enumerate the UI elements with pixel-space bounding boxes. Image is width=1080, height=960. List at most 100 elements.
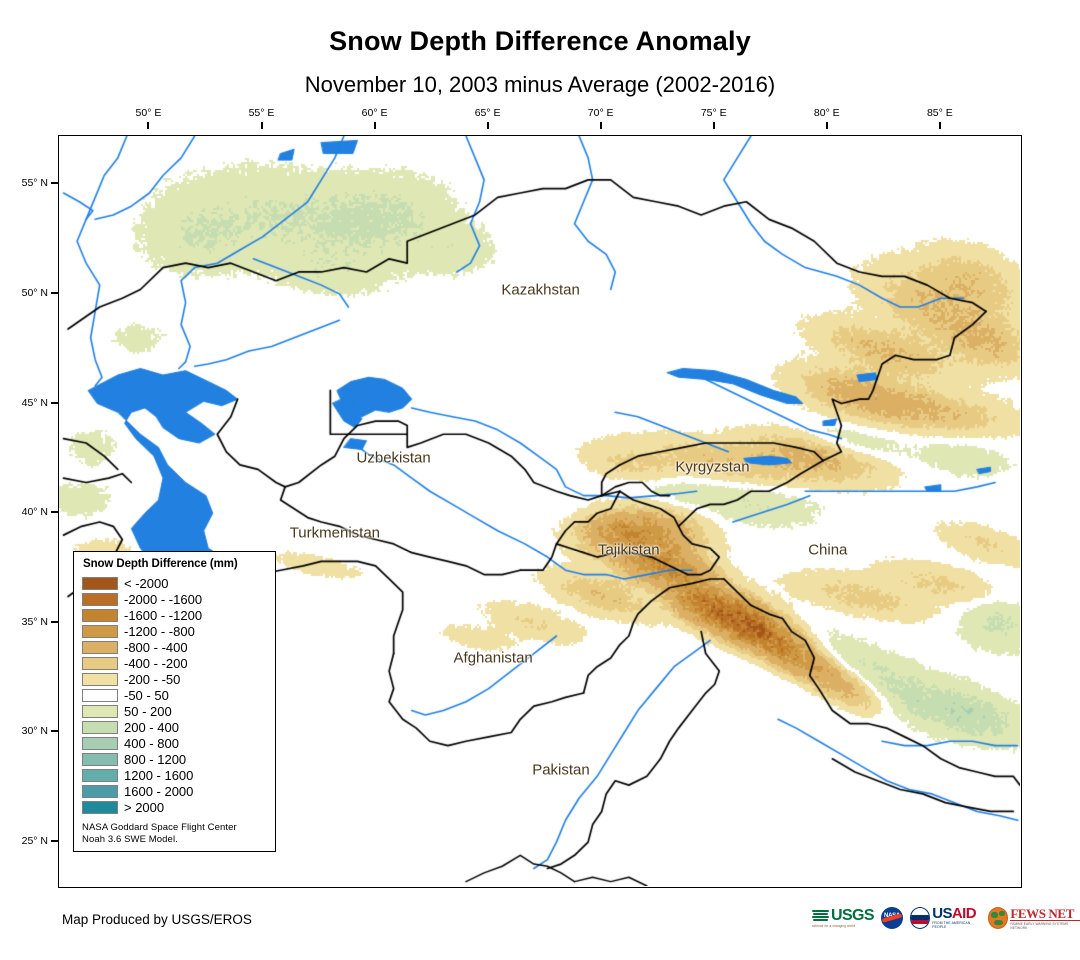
- usaid-wordmark: USAID: [932, 905, 976, 922]
- legend-swatch: [82, 784, 118, 798]
- lon-tick-mark-75: [712, 122, 715, 129]
- lat-tick-mark-25: [51, 840, 59, 843]
- nasa-logo[interactable]: NASA: [880, 905, 903, 931]
- lon-tick-mark-65: [486, 122, 489, 129]
- nasa-meatball-icon: NASA: [880, 907, 903, 929]
- country-label-kyrgyzstan: Kyrgyzstan: [675, 458, 750, 476]
- legend-swatch: [82, 688, 118, 702]
- lon-tick-label-50: 50° E: [135, 107, 162, 119]
- country-label-tajikistan: Tajikistan: [597, 541, 660, 559]
- agency-logo-row: USGS science for a changing world NASA U…: [812, 903, 1080, 933]
- legend-label: 400 - 800: [124, 735, 179, 751]
- legend-label: 200 - 400: [124, 719, 179, 735]
- lon-tick-mark-85: [938, 122, 941, 129]
- lon-tick-label-60: 60° E: [361, 107, 388, 119]
- legend-swatch: [82, 592, 118, 606]
- country-label-pakistan: Pakistan: [532, 761, 590, 779]
- legend-label: > 2000: [124, 799, 165, 815]
- map-credit: Map Produced by USGS/EROS: [62, 912, 252, 927]
- legend-swatch: [82, 752, 118, 766]
- country-label-kazakhstan: Kazakhstan: [501, 281, 580, 298]
- lat-tick-mark-55: [51, 182, 59, 185]
- legend-row: -50 - 50: [82, 687, 268, 703]
- lat-tick-label-30: 30° N: [21, 725, 48, 738]
- lat-tick-mark-30: [51, 730, 59, 733]
- lon-tick-mark-80: [825, 122, 828, 129]
- legend-row: -400 - -200: [82, 655, 268, 671]
- lon-tick-mark-50: [147, 122, 150, 129]
- legend-row: 50 - 200: [82, 703, 268, 719]
- legend-note-line-2: Noah 3.6 SWE Model.: [82, 833, 178, 845]
- legend-row: 800 - 1200: [82, 751, 268, 767]
- lat-tick-mark-35: [51, 620, 59, 623]
- legend-label: 1600 - 2000: [124, 783, 194, 799]
- legend-source-note: NASA Goddard Space Flight Center Noah 3.…: [82, 822, 268, 845]
- legend-label: -1600 - -1200: [124, 607, 203, 623]
- lon-tick-mark-70: [599, 122, 602, 129]
- lon-tick-mark-55: [260, 122, 263, 129]
- usgs-logo[interactable]: USGS science for a changing world: [812, 905, 875, 931]
- legend-note-line-1: NASA Goddard Space Flight Center: [82, 822, 237, 833]
- legend-row: 400 - 800: [82, 735, 268, 751]
- country-label-afghanistan: Afghanistan: [453, 649, 533, 667]
- lon-tick-label-70: 70° E: [587, 107, 614, 119]
- country-label-turkmenistan: Turkmenistan: [289, 524, 381, 542]
- legend-label: -2000 - -1600: [124, 591, 203, 607]
- legend-label: -50 - 50: [124, 687, 169, 703]
- page-title: Snow Depth Difference Anomaly: [329, 26, 751, 56]
- legend-label: -200 - -50: [124, 671, 181, 687]
- lat-tick-mark-45: [51, 401, 59, 404]
- lon-tick-mark-60: [373, 122, 376, 129]
- legend-row: -1600 - -1200: [82, 607, 268, 623]
- legend-swatch: [82, 656, 118, 670]
- lon-tick-label-80: 80° E: [813, 107, 840, 119]
- legend-label: 50 - 200: [124, 703, 172, 719]
- fewsnet-logo[interactable]: FEWS NET FAMINE EARLY WARNING SYSTEMS NE…: [988, 905, 1080, 931]
- legend-label: -1200 - -800: [124, 623, 195, 639]
- page-subtitle: November 10, 2003 minus Average (2002-20…: [304, 72, 776, 97]
- legend-swatch: [82, 624, 118, 638]
- legend-swatch: [82, 608, 118, 622]
- usgs-wave-icon: [812, 908, 829, 923]
- legend-swatch: [82, 672, 118, 686]
- legend-swatch: [82, 736, 118, 750]
- usaid-logo[interactable]: USAID FROM THE AMERICAN PEOPLE: [909, 905, 981, 931]
- legend-swatch: [82, 768, 118, 782]
- legend-row: > 2000: [82, 799, 268, 815]
- legend-swatch: [82, 800, 118, 814]
- legend-label: -800 - -400: [124, 639, 188, 655]
- fewsnet-wordmark: FEWS NET: [1010, 907, 1080, 921]
- legend-row: 1600 - 2000: [82, 783, 268, 799]
- lat-tick-label-55: 55° N: [21, 177, 48, 190]
- legend-row: 1200 - 1600: [82, 767, 268, 783]
- legend-title: Snow Depth Difference (mm): [83, 558, 238, 570]
- map-legend[interactable]: Snow Depth Difference (mm) < -2000 -2000 …: [73, 551, 276, 852]
- lat-tick-mark-50: [51, 291, 59, 294]
- legend-label: < -2000: [124, 575, 169, 591]
- usaid-tagline: FROM THE AMERICAN PEOPLE: [932, 921, 971, 929]
- legend-label: -400 - -200: [124, 655, 188, 671]
- usaid-seal-icon: [909, 907, 931, 929]
- lon-tick-label-75: 75° E: [700, 107, 727, 119]
- lon-tick-label-65: 65° E: [474, 107, 501, 119]
- legend-row: < -2000: [82, 575, 268, 591]
- legend-row: -800 - -400: [82, 639, 268, 655]
- legend-swatch: [82, 576, 118, 590]
- legend-row: -2000 - -1600: [82, 591, 268, 607]
- legend-row: -200 - -50: [82, 671, 268, 687]
- lat-tick-label-45: 45° N: [21, 396, 48, 409]
- lat-tick-label-35: 35° N: [21, 615, 48, 628]
- fews-globe-icon: [988, 907, 1009, 929]
- country-label-china: China: [808, 541, 848, 559]
- legend-row: 200 - 400: [82, 719, 268, 735]
- lon-tick-label-55: 55° E: [248, 107, 275, 119]
- fewsnet-tagline: FAMINE EARLY WARNING SYSTEMS NETWORK: [1010, 921, 1069, 930]
- legend-row: -1200 - -800: [82, 623, 268, 639]
- lon-tick-label-85: 85° E: [926, 107, 953, 119]
- legend-swatch: [82, 720, 118, 734]
- legend-swatch: [82, 704, 118, 718]
- usgs-tagline: science for a changing world: [812, 924, 856, 928]
- legend-label: 1200 - 1600: [124, 767, 194, 783]
- legend-label: 800 - 1200: [124, 751, 187, 767]
- legend-swatch: [82, 640, 118, 654]
